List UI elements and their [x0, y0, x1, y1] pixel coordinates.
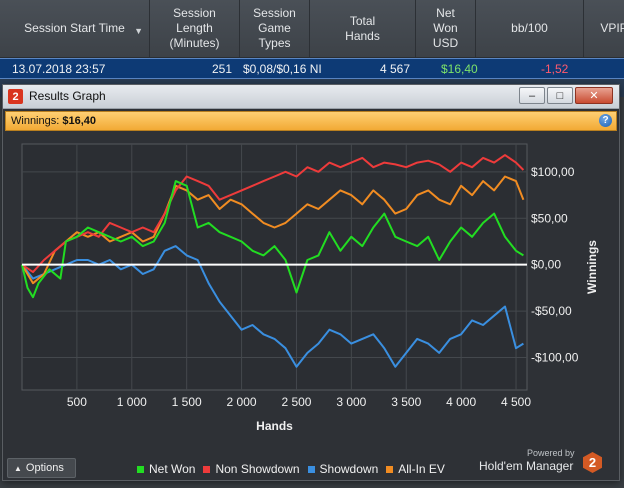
y-tick-label: $0,00	[531, 258, 561, 272]
legend-item-showdown[interactable]: Showdown	[307, 462, 379, 476]
legend-swatch	[386, 465, 394, 473]
column-header-label: Session Start Time	[24, 21, 125, 35]
close-button[interactable]: ✕	[575, 87, 613, 104]
winnings-value: $16,40	[62, 115, 97, 127]
cell-game-types: $0,08/$0,16 NI	[243, 62, 322, 76]
cell-start-time: 13.07.2018 23:57	[12, 62, 106, 76]
x-tick-label: 4 500	[501, 395, 531, 409]
column-header-label: bb/100	[511, 21, 548, 35]
sort-chevron-down-icon[interactable]: ▼	[134, 26, 143, 36]
legend-item-net-won[interactable]: Net Won	[137, 462, 195, 476]
y-tick-label: $100,00	[531, 165, 575, 179]
options-label: Options	[25, 462, 64, 474]
cell-total-hands: 4 567	[380, 62, 411, 76]
results-chart: 500 1 000 1 500 2 000 2 500 3 000 3 500 4 000 4 …	[21, 143, 599, 433]
x-tick-label: 1 500	[172, 395, 202, 409]
legend-label: All-In EV	[398, 462, 445, 476]
hm2-logo: 2	[583, 452, 602, 473]
column-header-net-won[interactable]: Net Won USD	[416, 0, 476, 57]
window-title: Results Graph	[29, 89, 106, 103]
legend-label: Net Won	[149, 462, 196, 476]
x-tick-label: 4 000	[446, 395, 476, 409]
brand-name: Hold'em Manager	[479, 459, 574, 473]
column-header-session-start-time[interactable]: Session Start Time ▼	[0, 0, 150, 57]
legend-swatch	[203, 465, 211, 473]
x-axis-label: Hands	[256, 419, 293, 433]
column-header-session-length[interactable]: Session Length (Minutes)	[150, 0, 240, 57]
window-titlebar[interactable]: 2 Results Graph – □ ✕	[3, 85, 619, 109]
winnings-label: Winnings:	[11, 115, 60, 127]
y-tick-label: -$50,00	[531, 304, 572, 318]
cell-bb100: -1,52	[541, 62, 569, 76]
series-line-allin-ev	[21, 175, 525, 285]
powered-by-label: Powered by	[527, 448, 575, 458]
column-header-vpip[interactable]: VPIP	[584, 0, 624, 57]
column-header-label: Total Hands	[345, 13, 380, 43]
x-tick-label: 3 000	[336, 395, 366, 409]
session-row[interactable]: 13.07.2018 23:57 251 $0,08/$0,16 NI 4 56…	[0, 58, 624, 79]
column-header-label: Session Game Types	[253, 6, 296, 50]
minimize-button[interactable]: –	[519, 87, 545, 104]
winnings-bar: Winnings: $16,40 ?	[5, 111, 617, 131]
column-header-bb100[interactable]: bb/100	[476, 0, 584, 57]
column-header-label: Session Length (Minutes)	[169, 6, 220, 50]
plot-area	[21, 143, 528, 391]
y-tick-label: $50,00	[531, 211, 568, 225]
results-graph-window: 2 Results Graph – □ ✕ Winnings: $16,40 ?…	[2, 84, 620, 481]
sessions-table-header: Session Start Time ▼ Session Length (Min…	[0, 0, 624, 58]
chevron-up-icon: ▲	[14, 463, 22, 473]
legend-item-non-showdown[interactable]: Non Showdown	[203, 462, 300, 476]
legend-swatch	[137, 465, 144, 473]
x-tick-label: 2 500	[281, 395, 311, 409]
legend-label: Non Showdown	[215, 462, 300, 476]
x-tick-label: 2 000	[227, 395, 257, 409]
series-line-net-won	[21, 180, 524, 299]
winnings-summary: Winnings: $16,40	[11, 115, 96, 127]
legend-label: Showdown	[319, 462, 379, 476]
y-axis-label: Winnings	[585, 240, 599, 294]
column-header-label: VPIP	[600, 21, 624, 35]
x-tick-label: 1 000	[117, 395, 147, 409]
cell-net-won: $16,40	[441, 62, 478, 76]
maximize-button[interactable]: □	[547, 87, 573, 104]
column-header-game-types[interactable]: Session Game Types	[240, 0, 310, 57]
series-line-showdown	[21, 245, 524, 368]
series-line-non-showdown	[21, 154, 525, 274]
chart-legend: Net Won Non Showdown Showdown All-In EV	[137, 462, 453, 476]
x-tick-label: 3 500	[391, 395, 421, 409]
column-header-label: Net Won USD	[432, 6, 459, 50]
legend-swatch	[307, 465, 315, 473]
y-tick-label: -$100,00	[531, 351, 579, 365]
x-tick-label: 500	[67, 395, 87, 409]
graph-footer: ▲ Options	[3, 457, 619, 480]
help-icon[interactable]: ?	[599, 114, 612, 127]
column-header-total-hands[interactable]: Total Hands	[310, 0, 416, 57]
window-controls: – □ ✕	[519, 87, 613, 104]
options-button[interactable]: ▲ Options	[7, 458, 76, 478]
hm2-app-icon: 2	[8, 89, 23, 104]
legend-item-allin-ev[interactable]: All-In EV	[386, 462, 445, 476]
cell-session-length: 251	[212, 62, 233, 76]
